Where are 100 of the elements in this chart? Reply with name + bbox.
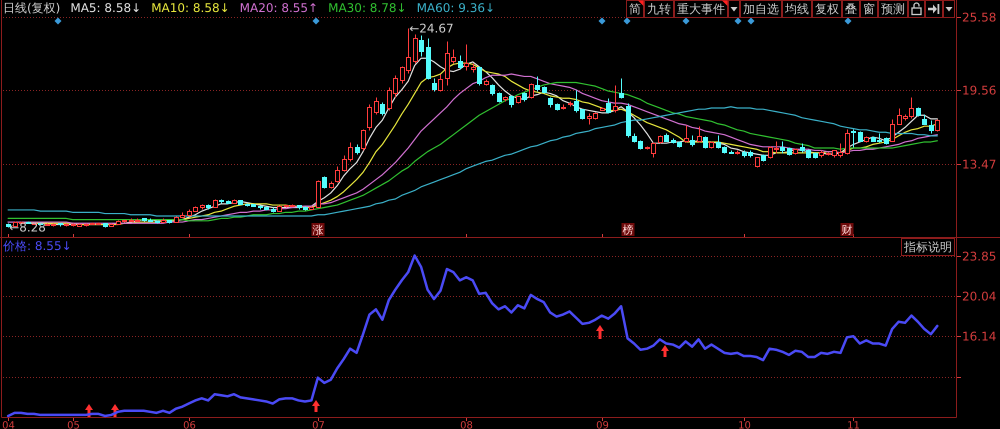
candlestick bbox=[361, 129, 366, 151]
annotation: ←24.67 bbox=[409, 21, 454, 36]
candlestick bbox=[684, 125, 689, 143]
candlestick bbox=[329, 181, 334, 189]
candlestick bbox=[529, 83, 534, 99]
y-tick-label: 25.58 bbox=[962, 10, 996, 25]
candlestick bbox=[729, 150, 734, 154]
candlestick bbox=[658, 135, 663, 144]
candlestick bbox=[6, 223, 11, 228]
text: MA60: 9.36↓ bbox=[416, 1, 496, 15]
candlestick bbox=[813, 152, 818, 159]
annotation: 均线 bbox=[784, 2, 809, 16]
candlestick bbox=[374, 97, 379, 115]
candlestick bbox=[226, 200, 231, 204]
annotation: 叠 bbox=[845, 2, 857, 16]
candlestick bbox=[335, 166, 340, 183]
annotation: 复权 bbox=[815, 2, 839, 16]
candlestick bbox=[155, 220, 160, 224]
candlestick bbox=[858, 131, 863, 142]
tag: 榜 bbox=[622, 223, 634, 236]
x-tick-label: 07 bbox=[312, 420, 325, 429]
button: 均线 bbox=[782, 0, 812, 18]
button: 加自选 bbox=[740, 0, 782, 18]
candlestick bbox=[568, 101, 573, 107]
button: 叠 bbox=[842, 0, 860, 18]
candlestick bbox=[851, 129, 856, 148]
annotation: 指标说明 bbox=[903, 240, 952, 254]
candlestick bbox=[535, 76, 540, 92]
candlestick bbox=[484, 79, 489, 86]
candlestick bbox=[922, 114, 927, 125]
candlestick bbox=[413, 34, 418, 64]
candlestick bbox=[761, 154, 766, 162]
line-series bbox=[8, 106, 938, 217]
candlestick bbox=[555, 103, 560, 111]
candlestick bbox=[206, 204, 211, 210]
candlestick bbox=[58, 223, 63, 227]
candlestick bbox=[432, 78, 437, 92]
candlestick bbox=[277, 205, 282, 212]
candlestick bbox=[780, 141, 785, 154]
candlestick bbox=[238, 200, 243, 205]
candlestick bbox=[884, 137, 889, 145]
candlestick bbox=[490, 84, 495, 96]
button: 预测 bbox=[878, 0, 908, 18]
annotation: ←8.28 bbox=[9, 220, 46, 234]
candlestick bbox=[755, 157, 760, 168]
candlestick bbox=[26, 221, 31, 224]
candlestick bbox=[929, 120, 934, 134]
candlestick bbox=[522, 92, 527, 102]
candlestick bbox=[471, 63, 476, 73]
candlestick bbox=[271, 207, 276, 213]
candlestick bbox=[600, 107, 605, 111]
button: 九转 bbox=[644, 0, 674, 18]
candlestick bbox=[509, 95, 514, 108]
x-tick-label: 10 bbox=[738, 420, 751, 429]
candlestick bbox=[664, 133, 669, 142]
candlestick bbox=[219, 199, 224, 204]
candlestick bbox=[309, 206, 314, 210]
candlestick bbox=[864, 136, 869, 143]
candlestick bbox=[355, 144, 360, 155]
button: 窗 bbox=[860, 0, 878, 18]
x-tick-label: 04 bbox=[2, 420, 15, 429]
chart-title: 日线(复权) bbox=[3, 1, 60, 15]
candlestick bbox=[380, 102, 385, 116]
candlestick bbox=[561, 104, 566, 110]
y-tick-label: 23.85 bbox=[962, 250, 996, 264]
candlestick bbox=[548, 97, 553, 108]
candlestick bbox=[690, 135, 695, 147]
candlestick bbox=[787, 147, 792, 156]
candlestick bbox=[109, 223, 114, 227]
candlestick bbox=[516, 96, 521, 104]
tag: 涨 bbox=[312, 223, 324, 236]
candlestick bbox=[438, 74, 443, 92]
candlestick bbox=[103, 223, 108, 228]
candlestick bbox=[542, 86, 547, 94]
annotation: 重大事件 bbox=[677, 2, 725, 16]
candlestick bbox=[619, 78, 624, 99]
text: MA30: 8.78↓ bbox=[328, 1, 407, 15]
x-tick-label: 11 bbox=[847, 420, 860, 429]
candlestick bbox=[497, 92, 502, 103]
candlestick bbox=[200, 204, 205, 210]
button: 重大事件 bbox=[674, 0, 728, 18]
candlestick bbox=[606, 98, 611, 114]
candlestick bbox=[322, 176, 327, 189]
candlestick bbox=[426, 38, 431, 80]
candlestick bbox=[232, 199, 237, 204]
button: 指标说明 bbox=[901, 238, 955, 256]
text: 价格: 8.55↓ bbox=[2, 239, 72, 253]
y-tick-label: 19.56 bbox=[962, 84, 996, 98]
annotation: 加自选 bbox=[743, 2, 779, 16]
candlestick bbox=[703, 136, 708, 149]
candlestick bbox=[213, 199, 218, 208]
candlestick bbox=[64, 223, 69, 227]
x-tick-label: 05 bbox=[67, 420, 80, 429]
y-tick-label: 13.47 bbox=[962, 158, 996, 172]
text: MA20: 8.55↑ bbox=[240, 1, 318, 15]
candlestick bbox=[793, 148, 798, 155]
x-tick-label: 06 bbox=[183, 420, 196, 429]
x-tick-label: 08 bbox=[460, 420, 473, 429]
candlestick bbox=[697, 126, 702, 143]
candlestick bbox=[419, 35, 424, 57]
